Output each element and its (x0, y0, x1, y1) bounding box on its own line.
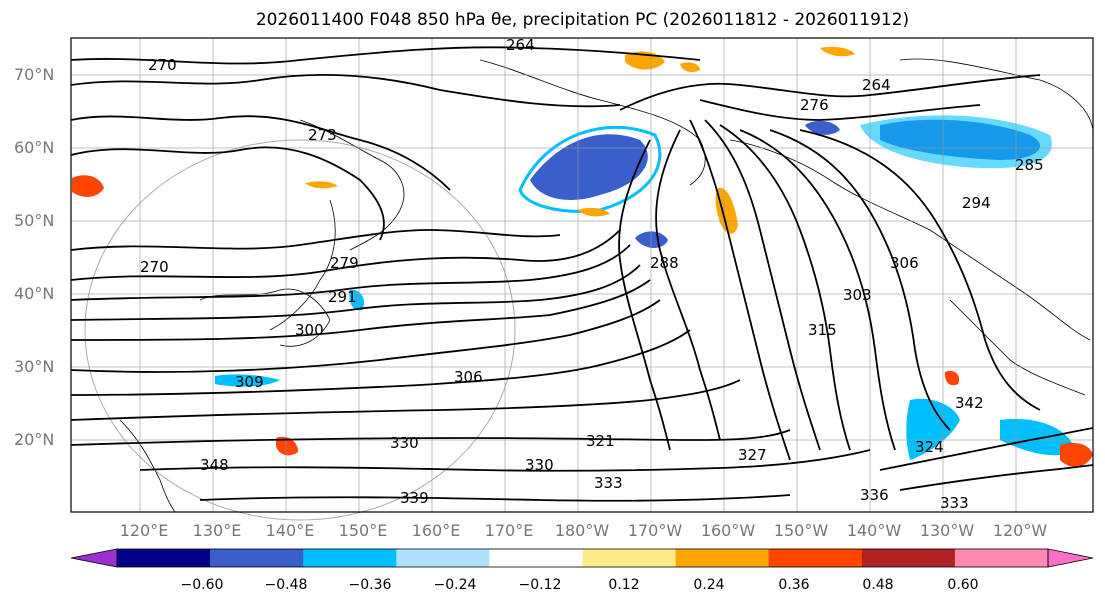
lon-label-150e: 150°E (338, 521, 388, 540)
lon-label-160w: 160°W (700, 521, 756, 540)
colorbar-segment (954, 549, 1049, 567)
contour-label: 288 (650, 254, 679, 272)
contour-label: 294 (962, 194, 991, 212)
shade-positive (944, 370, 960, 386)
contour-label: 348 (200, 456, 229, 474)
contour-label: 342 (955, 394, 984, 412)
shade-negative (635, 231, 668, 248)
colorbar-tick-label: −0.48 (264, 577, 308, 593)
contour-label: 276 (800, 96, 829, 114)
colorbar-tick-label: 0.12 (608, 577, 640, 593)
contour-label: 324 (915, 438, 944, 456)
contour-label: 330 (390, 434, 419, 452)
theta-e-contours (70, 46, 1094, 502)
lon-label-130e: 130°E (192, 521, 242, 540)
shade-negative-outer (860, 115, 1052, 169)
contour-label: 339 (400, 489, 429, 507)
contour-label: 309 (235, 373, 264, 391)
shade-negative (215, 374, 280, 387)
shade-negative (349, 289, 365, 311)
contour-label: 270 (140, 258, 169, 276)
colorbar-tick-label: 0.24 (693, 577, 725, 593)
shade-negative-outer (518, 126, 662, 213)
lon-label-140w: 140°W (846, 521, 902, 540)
colorbar-extend-max (1047, 548, 1094, 568)
colorbar-extend-min (70, 548, 118, 568)
shade-positive (715, 187, 738, 234)
precipitation-shading (72, 46, 1093, 467)
lat-label-20n: 20°N (14, 430, 55, 449)
contour-label: 321 (586, 432, 615, 450)
contour-label: 333 (940, 494, 969, 512)
lon-label-120w: 120°W (992, 521, 1048, 540)
colorbar-tick-label: −0.36 (348, 577, 392, 593)
shade-negative (906, 398, 960, 460)
colorbar-tick-label: 0.36 (778, 577, 810, 593)
lat-label-30n: 30°N (14, 357, 55, 376)
colorbar-tick-label: −0.12 (518, 577, 562, 593)
contour-label: 270 (148, 56, 177, 74)
shade-negative (530, 134, 648, 200)
shade-positive (72, 175, 104, 197)
colorbar-segment (396, 549, 490, 567)
shade-positive (305, 181, 338, 189)
shade-positive (276, 436, 298, 456)
contour-label: 330 (525, 456, 554, 474)
colorbar-segment (861, 549, 956, 567)
lon-label-170w: 170°W (627, 521, 683, 540)
colorbar-segment (303, 549, 397, 567)
lat-label-50n: 50°N (14, 211, 55, 230)
contour-label: 333 (594, 474, 623, 492)
contour-label: 315 (808, 321, 837, 339)
contour-label: 273 (308, 126, 337, 144)
colorbar (70, 548, 1094, 568)
contour-labels: 264 270 273 270 279 291 300 306 309 321 … (140, 36, 1044, 512)
contour-label: 336 (860, 486, 889, 504)
shade-positive (578, 207, 610, 217)
lon-label-170e: 170°E (484, 521, 534, 540)
colorbar-segment (768, 549, 863, 567)
lon-label-130w: 130°W (919, 521, 975, 540)
colorbar-segment (489, 549, 583, 567)
lon-label-150w: 150°W (773, 521, 829, 540)
contour-label: 300 (295, 321, 324, 339)
lat-label-60n: 60°N (14, 138, 55, 157)
contour-label: 327 (738, 446, 767, 464)
shade-positive (680, 62, 700, 72)
shade-negative (1000, 419, 1075, 456)
map-title: 2026011400 F048 850 hPa θe, precipitatio… (255, 10, 910, 30)
colorbar-frame (116, 548, 1049, 568)
lon-label-160e: 160°E (411, 521, 461, 540)
colorbar-segment (210, 549, 304, 567)
shade-positive (820, 46, 855, 57)
colorbar-segment (582, 549, 677, 567)
colorbar-segment (675, 549, 770, 567)
colorbar-segment (117, 549, 211, 567)
view-ring (84, 139, 516, 521)
colorbar-tick-label: 0.48 (862, 577, 894, 593)
colorbar-tick-label: −0.24 (433, 577, 477, 593)
contour-label: 285 (1015, 156, 1044, 174)
contour-label: 264 (506, 36, 535, 54)
lat-label-40n: 40°N (14, 284, 55, 303)
shade-negative (805, 120, 840, 135)
map-frame (70, 37, 1094, 513)
colorbar-tick-label: 0.60 (947, 577, 979, 593)
lon-label-140e: 140°E (265, 521, 315, 540)
contour-label: 303 (843, 286, 872, 304)
contour-label: 264 (862, 76, 891, 94)
lat-label-70n: 70°N (14, 65, 55, 84)
contour-label: 291 (328, 288, 357, 306)
contour-label: 306 (890, 254, 919, 272)
contour-label: 306 (454, 368, 483, 386)
lon-label-180w: 180°W (554, 521, 610, 540)
shade-positive (1060, 442, 1093, 467)
colorbar-tick-label: −0.60 (180, 577, 224, 593)
contour-label: 279 (330, 254, 359, 272)
lon-label-120e: 120°E (119, 521, 169, 540)
